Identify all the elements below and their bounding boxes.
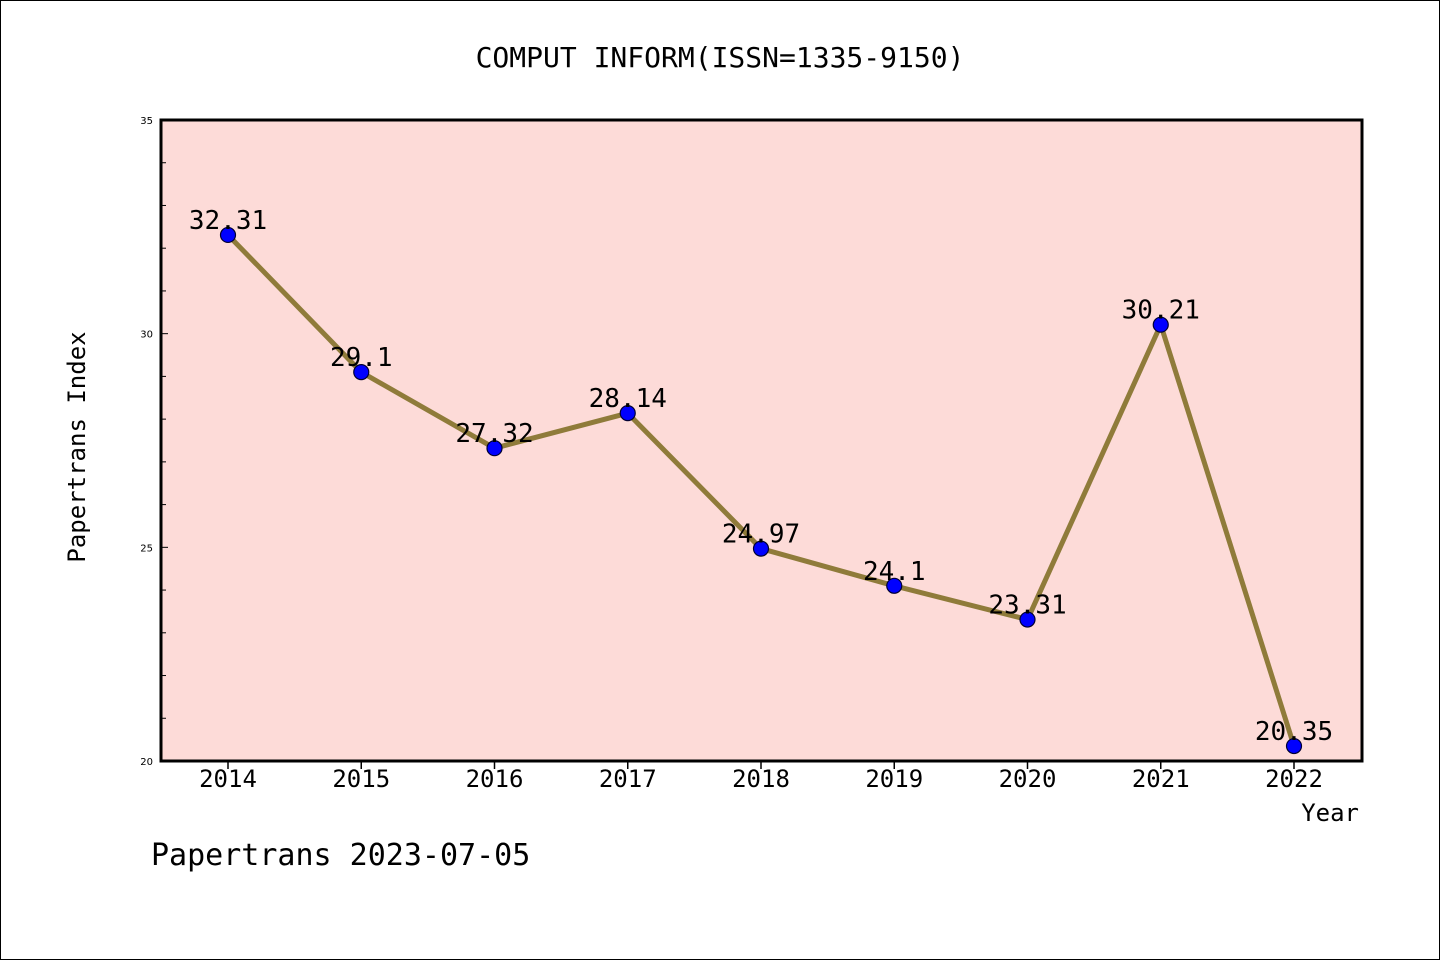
- x-axis-label: Year: [1301, 799, 1359, 827]
- x-tick-label: 2017: [599, 765, 657, 793]
- series-markers: [219, 226, 1303, 755]
- data-label: 27.32: [455, 419, 533, 449]
- y-tick-label: 30: [140, 330, 153, 341]
- data-label: 30.21: [1122, 296, 1200, 326]
- data-label: 20.35: [1255, 717, 1333, 747]
- x-tick-label: 2019: [865, 765, 923, 793]
- data-point: [486, 440, 503, 457]
- y-tick-label: 35: [140, 116, 153, 127]
- x-tick-label: 2015: [332, 765, 390, 793]
- data-point: [1152, 316, 1169, 333]
- x-tick-label: 2022: [1265, 765, 1323, 793]
- chart-title: COMPUT INFORM(ISSN=1335-9150): [476, 41, 965, 74]
- y-axis-label: Papertrans Index: [63, 331, 91, 562]
- plot-border: [159, 118, 1364, 763]
- data-label: 29.1: [330, 343, 393, 373]
- x-tick-label: 2014: [199, 765, 257, 793]
- x-tick-label: 2016: [466, 765, 524, 793]
- y-tick-label: 25: [140, 543, 153, 554]
- x-axis: 2014 2015 2016 2017 2018 2019 2020 2021 2022: [199, 761, 1323, 793]
- data-label: 24.1: [863, 557, 926, 587]
- y-tick-label: 20: [140, 757, 153, 768]
- data-point: [619, 405, 636, 422]
- data-point: [752, 540, 770, 557]
- x-tick-label: 2021: [1132, 765, 1190, 793]
- plot-area: [161, 120, 1362, 761]
- data-point: [1019, 611, 1036, 628]
- data-labels: 32.31 29.1 27.32 28.14 24.97 24.1 23.31 30.21 20…: [189, 206, 1333, 747]
- data-label: 23.31: [988, 591, 1066, 621]
- data-point: [219, 226, 237, 244]
- x-tick-label: 2018: [732, 765, 790, 793]
- data-point: [353, 364, 370, 381]
- data-point: [886, 577, 903, 594]
- data-label: 32.31: [189, 206, 267, 236]
- data-point: [1285, 737, 1303, 755]
- x-tick-label: 2020: [999, 765, 1057, 793]
- footer-date: Papertrans 2023-07-05: [151, 838, 530, 873]
- data-label: 28.14: [589, 384, 667, 414]
- data-label: 24.97: [722, 520, 800, 550]
